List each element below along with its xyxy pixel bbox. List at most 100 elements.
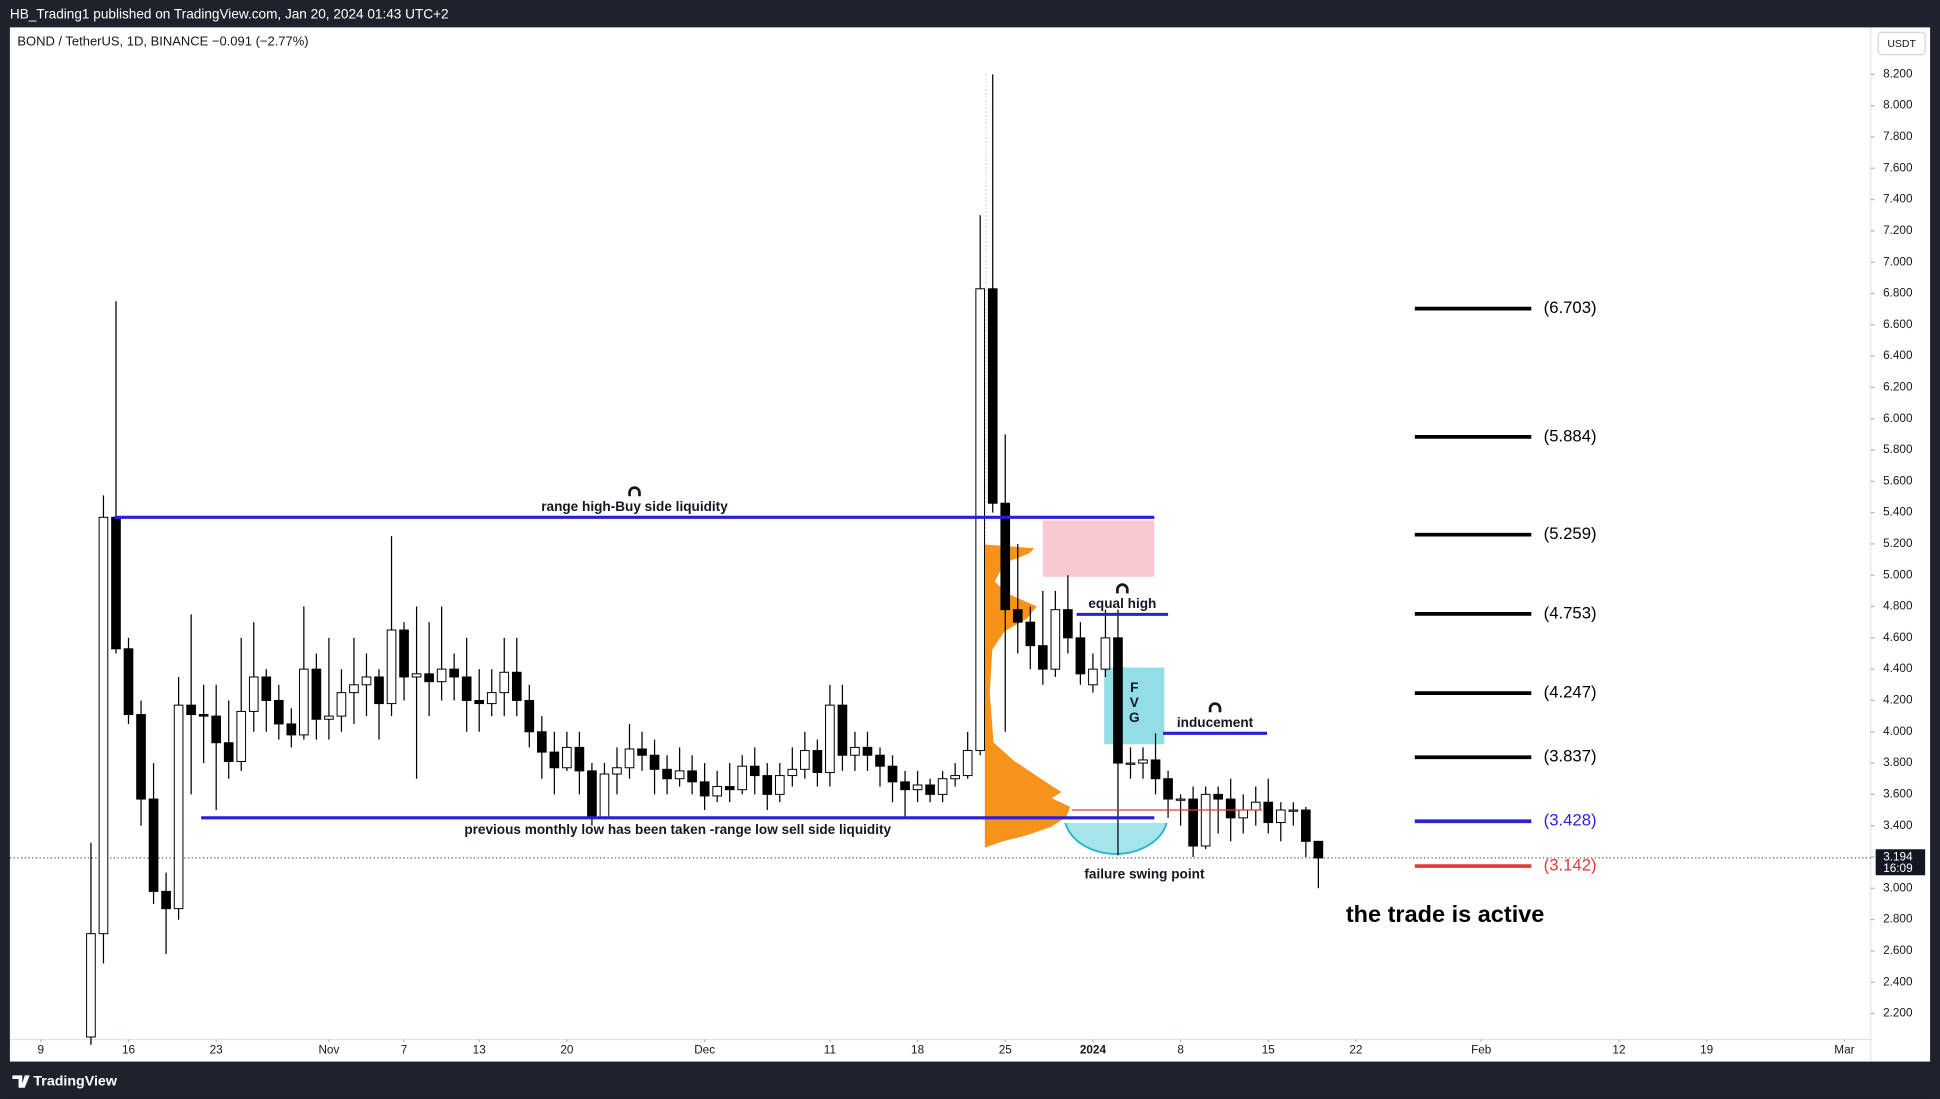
candle-body	[800, 750, 810, 770]
candle-body	[1225, 798, 1236, 819]
candle-body	[524, 699, 535, 733]
candle-body	[1163, 778, 1173, 800]
y-tick-label: 2.200	[1883, 1007, 1913, 1020]
x-tick-label: 8	[1177, 1044, 1184, 1057]
candle-body	[1025, 621, 1036, 647]
x-tick-label: 13	[473, 1044, 487, 1057]
y-tick-label: 6.600	[1883, 318, 1913, 331]
candle-body	[1263, 801, 1274, 824]
swing-label: failure swing point	[1084, 866, 1205, 881]
candle-body	[637, 748, 647, 756]
candle-body	[1088, 668, 1098, 686]
candle-body	[1000, 502, 1011, 611]
x-tick-label: 16	[122, 1044, 136, 1057]
candle-body	[273, 699, 284, 725]
x-tick-label: 23	[210, 1044, 224, 1057]
y-tick-label: 3.000	[1883, 881, 1913, 894]
candle-body	[486, 692, 497, 705]
magnet-icon	[1208, 702, 1222, 713]
x-tick-label: Mar	[1834, 1044, 1854, 1057]
header: HB_Trading1 published on TradingView.com…	[10, 7, 449, 22]
candle-body	[624, 748, 635, 769]
candle-body	[549, 751, 560, 769]
y-tick-label: 4.800	[1883, 600, 1913, 613]
candle-body	[436, 668, 447, 683]
candle-body	[537, 731, 547, 753]
candle-body	[399, 629, 409, 678]
candle-body	[411, 673, 422, 678]
annotation-label: inducement	[1177, 715, 1254, 730]
level-label: (6.703)	[1544, 298, 1597, 317]
x-tick-label: 15	[1262, 1044, 1276, 1057]
countdown-label: 16:09	[1883, 862, 1912, 875]
y-tick-label: 3.600	[1883, 787, 1913, 800]
candle-body	[950, 775, 960, 780]
candle-body	[1075, 637, 1086, 675]
candle-body	[98, 516, 109, 935]
y-tick-label: 3.400	[1883, 819, 1913, 832]
candle-body	[211, 715, 222, 744]
candle-body	[962, 750, 973, 777]
x-tick-label: 11	[824, 1044, 836, 1057]
candle-body	[1138, 759, 1148, 764]
candle-body	[975, 288, 986, 752]
candle-body	[912, 784, 923, 791]
y-tick-label: 2.400	[1883, 975, 1913, 988]
y-tick-label: 8.200	[1883, 67, 1913, 80]
y-tick-label: 4.400	[1883, 662, 1913, 675]
candle-body	[336, 692, 347, 717]
candle-body	[449, 668, 459, 678]
level-label: (4.247)	[1544, 683, 1597, 702]
y-tick-label: 5.600	[1883, 474, 1913, 487]
candle-body	[461, 676, 472, 701]
y-tick-label: 4.000	[1883, 725, 1913, 738]
candle-body	[311, 668, 322, 720]
candle-body	[1012, 609, 1023, 623]
candle-body	[173, 704, 184, 910]
candle-body	[712, 786, 723, 797]
candle-body	[1301, 809, 1311, 842]
level-label: (4.753)	[1544, 603, 1597, 622]
candle-body	[574, 746, 585, 772]
currency-button[interactable]	[1877, 31, 1926, 56]
candle-body	[161, 890, 171, 910]
candle-body	[424, 673, 434, 683]
level-label: (5.259)	[1544, 524, 1597, 543]
candle-body	[386, 629, 397, 705]
x-tick-label: Dec	[694, 1044, 715, 1057]
candle-body	[349, 684, 359, 694]
footer-brand[interactable]: TradingView	[33, 1073, 117, 1089]
last-price-label: 3.194	[1883, 850, 1913, 863]
x-tick-label: Feb	[1471, 1044, 1492, 1057]
y-tick-label: 5.000	[1883, 568, 1913, 581]
annotation-label: previous monthly low has been taken -ran…	[464, 822, 891, 837]
y-tick-label: 7.200	[1883, 224, 1913, 237]
y-tick-label: 3.800	[1883, 756, 1913, 769]
candle-body	[925, 784, 935, 795]
y-tick-label: 7.800	[1883, 130, 1913, 143]
candle-body	[299, 668, 309, 736]
candle-body	[724, 786, 735, 791]
fvg-label: FVG	[1128, 679, 1140, 725]
candle-body	[1100, 637, 1111, 670]
chart-area	[9, 27, 1931, 1062]
candle-body	[887, 765, 898, 783]
candle-body	[587, 770, 597, 819]
candle-body	[837, 704, 848, 756]
y-tick-label: 5.400	[1883, 506, 1913, 519]
candle-body	[1125, 762, 1136, 765]
candle-body	[1275, 809, 1286, 824]
candle-body	[1213, 793, 1223, 800]
candle-body	[1050, 609, 1061, 670]
y-tick-label: 7.600	[1883, 161, 1913, 174]
y-tick-label: 7.000	[1883, 255, 1913, 268]
y-tick-label: 2.800	[1883, 913, 1913, 926]
candle-body	[987, 288, 998, 504]
annotation-label: equal high	[1088, 596, 1156, 611]
candle-body	[649, 754, 660, 770]
candle-body	[1150, 759, 1161, 780]
candle-body	[774, 775, 785, 795]
candle-body	[662, 768, 672, 780]
